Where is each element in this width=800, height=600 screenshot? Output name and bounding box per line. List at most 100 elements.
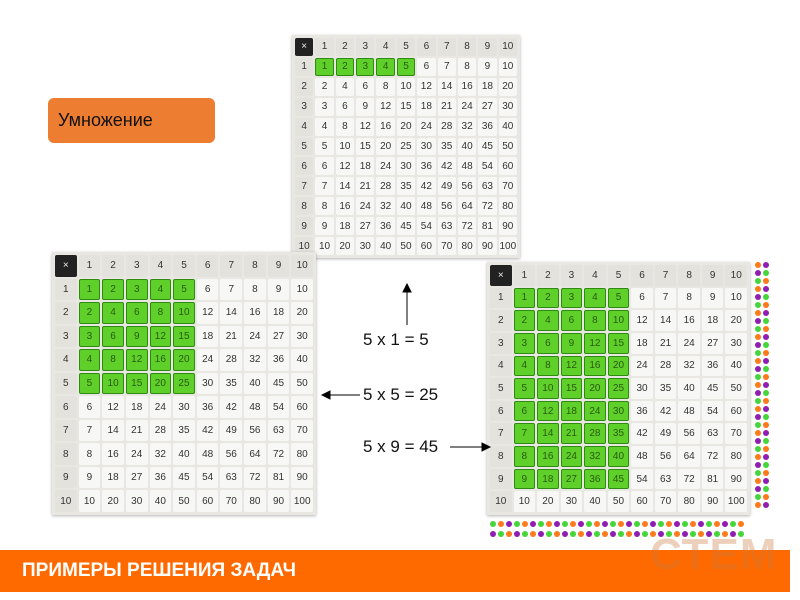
grid-cell: 42 [196, 419, 219, 442]
grid-cell: 80 [457, 237, 477, 255]
grid-cell: 60 [196, 490, 219, 512]
row-header: 7 [295, 177, 314, 196]
equation-5x1: 5 x 1 = 5 [363, 330, 429, 349]
highlighted-cell: 14 [537, 423, 559, 445]
grid-cell: 14 [220, 302, 243, 324]
dot [738, 521, 744, 527]
dot [755, 366, 761, 372]
grid-cell: 48 [196, 443, 219, 465]
grid-cell: 12 [356, 117, 375, 136]
grid-cell: 18 [196, 325, 219, 348]
highlighted-cell: 5 [513, 378, 536, 399]
highlighted-cell: 2 [335, 57, 355, 76]
grid-cell: 63 [478, 177, 497, 196]
dot [714, 531, 720, 537]
highlighted-cell: 6 [125, 302, 148, 324]
highlighted-cell: 16 [537, 446, 559, 467]
dots-horizontal [490, 521, 744, 527]
dot [666, 531, 672, 537]
row-header: 4 [295, 117, 314, 136]
grid-cell: 32 [678, 355, 700, 377]
dot [738, 531, 744, 537]
grid-cell: 21 [220, 325, 243, 348]
dot [763, 278, 769, 284]
grid-cell: 24 [376, 157, 395, 176]
grid-cell: 30 [196, 372, 219, 395]
dot [755, 382, 761, 388]
highlighted-cell: 20 [584, 378, 606, 399]
dot [763, 366, 769, 372]
grid-cell: 8 [315, 197, 334, 216]
dot [706, 521, 712, 527]
row-header: 10 [490, 491, 512, 512]
grid-cell: 45 [396, 217, 416, 236]
grid-cell: 6 [196, 278, 219, 301]
grid-cell: 80 [678, 491, 700, 512]
dot [755, 462, 761, 468]
left-arrow-icon [320, 390, 360, 400]
grid-cell: 18 [478, 77, 497, 96]
column-header: 6 [417, 38, 436, 56]
dot [755, 270, 761, 276]
dot [546, 531, 552, 537]
grid-cell: 12 [417, 77, 436, 96]
grid-cell: 8 [244, 278, 266, 301]
dot [755, 430, 761, 436]
column-header: 4 [584, 265, 606, 286]
grid-cell: 30 [396, 157, 416, 176]
highlighted-cell: 4 [537, 310, 559, 331]
highlighted-cell: 8 [513, 446, 536, 467]
highlighted-cell: 6 [560, 310, 583, 331]
dot [498, 521, 504, 527]
grid-cell: 10 [513, 491, 536, 512]
highlighted-cell: 15 [173, 325, 195, 348]
highlighted-cell: 9 [125, 325, 148, 348]
column-header: 10 [291, 255, 313, 277]
row-header: 2 [490, 310, 512, 331]
row-header: 10 [55, 490, 77, 512]
grid-cell: 56 [220, 443, 243, 465]
grid-cell: 50 [291, 372, 313, 395]
highlighted-cell: 16 [584, 355, 606, 377]
dot [594, 531, 600, 537]
highlighted-cell: 6 [513, 400, 536, 422]
grid-cell: 45 [173, 466, 195, 489]
highlighted-cell: 10 [607, 310, 630, 331]
row-header: 7 [55, 419, 77, 442]
grid-cell: 70 [437, 237, 456, 255]
dot [650, 521, 656, 527]
highlighted-cell: 27 [560, 468, 583, 490]
highlighted-cell: 5 [78, 372, 101, 395]
grid-cell: 8 [376, 77, 395, 96]
grid-cell: 70 [498, 177, 517, 196]
dot [763, 390, 769, 396]
dot [530, 531, 536, 537]
grid-cell: 60 [291, 396, 313, 418]
grid-cell: 7 [78, 419, 101, 442]
grid-cell: 6 [356, 77, 375, 96]
grid-cell: 90 [498, 217, 517, 236]
dot [594, 521, 600, 527]
grid-cell: 28 [437, 117, 456, 136]
grid-cell: 72 [678, 468, 700, 490]
dot [538, 521, 544, 527]
grid-cell: 9 [701, 287, 724, 309]
row-header: 3 [55, 325, 77, 348]
grid-cell: 45 [267, 372, 290, 395]
grid-cell: 20 [396, 117, 416, 136]
highlighted-cell: 4 [78, 349, 101, 371]
grid-cell: 18 [631, 332, 653, 354]
column-header: 10 [725, 265, 747, 286]
highlighted-cell: 2 [513, 310, 536, 331]
grid-cell: 54 [478, 157, 497, 176]
grid-cell: 27 [125, 466, 148, 489]
highlighted-cell: 8 [537, 355, 559, 377]
grid-cell: 81 [267, 466, 290, 489]
grid-cell: 32 [149, 443, 172, 465]
grid-cell: 42 [220, 396, 243, 418]
grid-cell: 40 [457, 137, 477, 156]
grid-cell: 14 [102, 419, 124, 442]
dot [755, 374, 761, 380]
grid-cell: 54 [267, 396, 290, 418]
grid-cell: 56 [437, 197, 456, 216]
